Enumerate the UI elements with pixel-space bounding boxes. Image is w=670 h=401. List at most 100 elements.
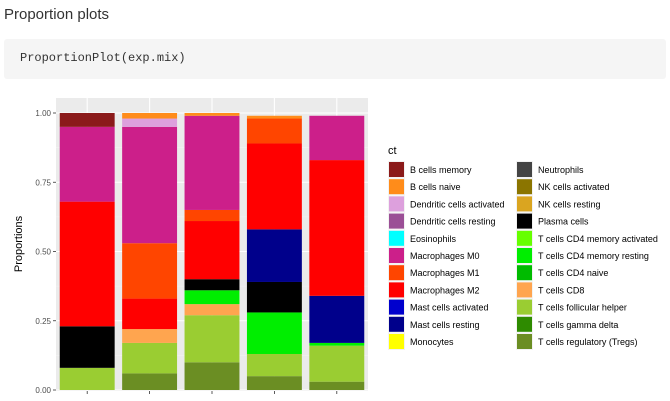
bar-segment: [59, 367, 115, 390]
bar-segment: [309, 160, 365, 296]
legend-swatch: [389, 265, 404, 281]
legend-item: NK cells activated: [516, 178, 610, 196]
legend-swatch: [517, 282, 532, 298]
legend-swatch: [517, 179, 532, 195]
legend-label: T cells follicular helper: [538, 303, 627, 313]
bar-segment: [184, 315, 240, 363]
bar-segment: [309, 345, 365, 382]
legend-label: T cells gamma delta: [538, 320, 618, 330]
legend-swatch: [517, 213, 532, 229]
legend-swatch: [517, 334, 532, 349]
legend-item: T cells CD4 naive: [516, 264, 608, 282]
legend-item: Plasma cells: [516, 212, 589, 230]
legend-swatch: [389, 299, 404, 315]
bar-segment: [122, 342, 178, 374]
legend-item: Macrophages M2: [388, 281, 480, 299]
legend-label: Plasma cells: [538, 217, 589, 227]
code-block: ProportionPlot(exp.mix): [4, 39, 666, 79]
legend-item: Monocytes: [388, 333, 454, 350]
proportion-chart: 0.00 0.25 0.50 0.75 1.00 Proportions ct B ce…: [13, 98, 658, 395]
legend-item: T cells follicular helper: [516, 298, 627, 316]
legend-swatch: [517, 162, 532, 177]
bar-segment: [246, 118, 302, 144]
bars: [59, 113, 365, 390]
legend-item: Eosinophils: [388, 229, 457, 247]
bar-segment: [122, 118, 178, 127]
legend-swatch: [517, 196, 532, 212]
bar-segment: [246, 143, 302, 230]
legend-label: Macrophages M1: [410, 268, 480, 278]
bar-segment: [246, 376, 302, 390]
bar-segment: [184, 113, 240, 116]
y-tick-label: 0.25: [35, 317, 51, 326]
legend-item: T cells CD4 memory activated: [516, 229, 658, 247]
y-axis-title: Proportions: [13, 215, 25, 272]
legend-swatch: [517, 248, 532, 263]
legend-item: T cells CD4 memory resting: [516, 247, 649, 264]
legend-swatch: [517, 316, 532, 332]
legend-label: Macrophages M0: [410, 251, 480, 261]
legend-label: Dendritic cells resting: [410, 217, 496, 227]
bar-segment: [246, 312, 302, 354]
legend-label: T cells CD4 naive: [538, 268, 608, 278]
legend-swatch: [389, 213, 404, 229]
legend-label: T cells CD8: [538, 285, 584, 295]
legend-swatch: [389, 282, 404, 298]
legend-swatch: [517, 299, 532, 315]
bar-segment: [59, 326, 115, 368]
legend-item: Macrophages M0: [388, 247, 480, 264]
legend-item: T cells CD8: [516, 281, 584, 299]
legend-item: Mast cells resting: [388, 315, 480, 333]
bar-segment: [122, 126, 178, 244]
bar-segment: [246, 353, 302, 377]
legend-swatch: [389, 316, 404, 332]
legend-item: NK cells resting: [516, 195, 601, 213]
legend-label: B cells naive: [410, 182, 461, 192]
legend-label: T cells CD4 memory resting: [538, 251, 649, 261]
y-tick-label: 0.50: [35, 248, 51, 257]
legend-swatch: [389, 334, 404, 349]
legend-swatch: [517, 230, 532, 246]
bar-segment: [309, 381, 365, 390]
legend-label: NK cells activated: [538, 182, 610, 192]
bar-segment: [184, 209, 240, 222]
bar-segment: [184, 362, 240, 390]
bar-segment: [184, 221, 240, 280]
section-title: Proportion plots: [4, 6, 110, 23]
legend-item: T cells regulatory (Tregs): [516, 333, 638, 350]
legend-label: T cells regulatory (Tregs): [538, 337, 638, 347]
bar-segment: [246, 115, 302, 119]
bar-segment: [59, 201, 115, 327]
legend-swatch: [389, 248, 404, 263]
bar-segment: [122, 113, 178, 119]
legend-swatch: [389, 179, 404, 195]
legend-item: B cells memory: [388, 161, 472, 178]
bar-segment: [122, 373, 178, 390]
legend-label: NK cells resting: [538, 199, 601, 209]
legend-item: T cells gamma delta: [516, 315, 618, 333]
legend-item: Dendritic cells activated: [388, 195, 505, 213]
legend-item: Dendritic cells resting: [388, 212, 496, 230]
bar-segment: [246, 229, 302, 282]
bar-segment: [122, 298, 178, 330]
bar-segment: [184, 304, 240, 316]
legend-swatch: [389, 162, 404, 177]
legend-title: ct: [388, 145, 397, 157]
y-tick-label: 0.75: [35, 178, 51, 187]
legend-label: Mast cells resting: [410, 320, 480, 330]
legend-item: B cells naive: [388, 178, 461, 196]
legend-item: Macrophages M1: [388, 264, 480, 282]
y-tick-label: 1.00: [35, 109, 51, 118]
bar-segment: [309, 115, 365, 161]
legend-swatch: [389, 196, 404, 212]
bar-segment: [309, 342, 365, 346]
legend-label: Monocytes: [410, 337, 454, 347]
bar-segment: [59, 126, 115, 202]
legend-label: Dendritic cells activated: [410, 199, 505, 209]
bar-segment: [122, 243, 178, 299]
legend-label: B cells memory: [410, 165, 472, 175]
legend-item: Neutrophils: [516, 161, 584, 178]
legend-swatch: [517, 265, 532, 281]
bar-segment: [184, 279, 240, 291]
bar-segment: [184, 115, 240, 210]
